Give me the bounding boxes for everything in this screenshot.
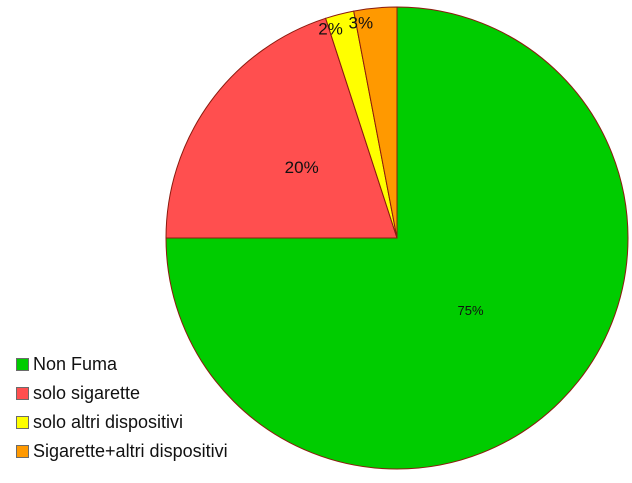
legend-swatch [16, 387, 29, 400]
legend-item-solo-altri-dispositivi: solo altri dispositivi [16, 408, 228, 437]
data-label: 20% [285, 158, 319, 177]
legend-item-non-fuma: Non Fuma [16, 350, 228, 379]
legend: Non Fuma solo sigarette solo altri dispo… [16, 350, 228, 466]
legend-swatch [16, 445, 29, 458]
pie-slice-sigarette-altri-dispositivi [353, 6, 398, 239]
pie-slice-non-fuma [165, 6, 629, 470]
data-label: 3% [348, 14, 373, 33]
pie-slice-solo-sigarette [165, 17, 398, 239]
legend-label: solo sigarette [33, 383, 141, 403]
legend-label: Sigarette+altri dispositivi [33, 441, 228, 461]
legend-label: solo altri dispositivi [33, 412, 184, 432]
legend-item-solo-sigarette: solo sigarette [16, 379, 228, 408]
data-label: 2% [318, 19, 343, 38]
legend-swatch [16, 416, 29, 429]
legend-swatch [16, 358, 29, 371]
legend-label: Non Fuma [33, 354, 118, 374]
data-label: 75% [457, 303, 483, 318]
legend-item-sigarette-altri-dispositivi: Sigarette+altri dispositivi [16, 437, 228, 466]
